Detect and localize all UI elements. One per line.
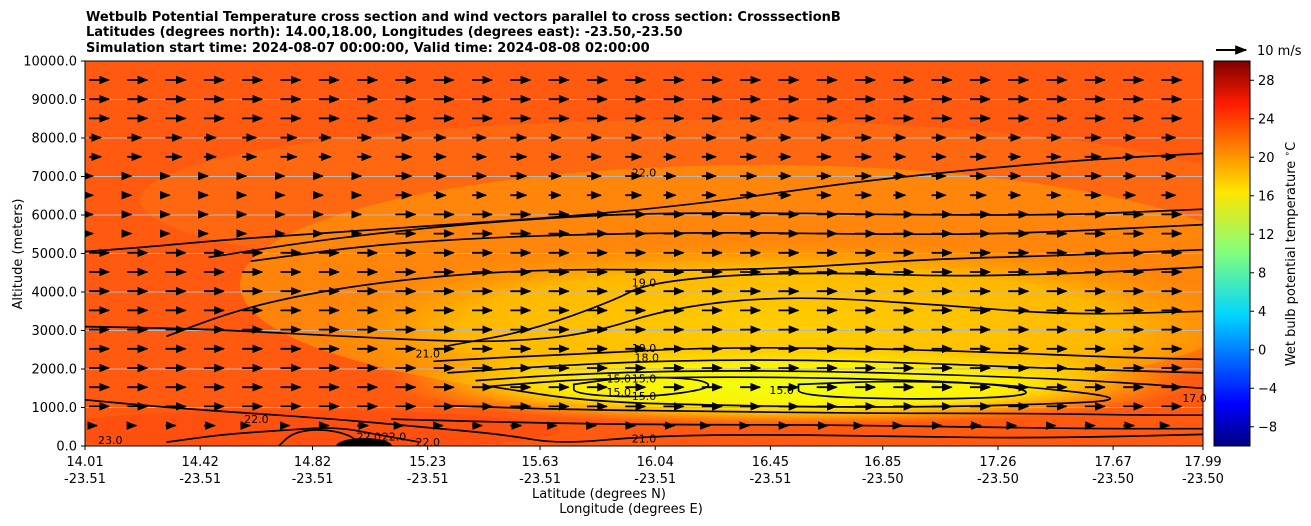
contour-line bbox=[433, 346, 1203, 363]
y-tick-label: 1000.0 bbox=[32, 401, 78, 416]
contour-line bbox=[447, 404, 1203, 417]
x-tick-label-lat: 14.42 bbox=[182, 455, 219, 470]
x-axis-label-longitude: Longitude (degrees E) bbox=[559, 502, 703, 517]
x-tick-label-lat: 15.63 bbox=[521, 455, 558, 470]
contour-label: 21.0 bbox=[415, 348, 440, 361]
title-line-2: Latitudes (degrees north): 14.00,18.00, … bbox=[86, 25, 683, 40]
contour-label: 22.0 bbox=[356, 430, 381, 443]
contour-label: 15.0 bbox=[606, 373, 631, 386]
contour-line bbox=[572, 376, 710, 398]
contour-line bbox=[250, 223, 1203, 263]
contour-line bbox=[447, 266, 1203, 347]
x-tick-label-lon: -23.51 bbox=[749, 472, 791, 487]
colorbar-tick-label: 16 bbox=[1258, 189, 1275, 204]
quiver-key: 10 m/s bbox=[1216, 44, 1302, 59]
x-tick-label-lat: 14.01 bbox=[66, 455, 103, 470]
x-tick-label-lat: 15.23 bbox=[409, 455, 446, 470]
colorbar-tick-label: −8 bbox=[1258, 420, 1277, 435]
quiver-key-label: 10 m/s bbox=[1257, 44, 1302, 59]
contour-label: 15.0 bbox=[632, 390, 657, 403]
x-tick-label-lat: 14.82 bbox=[294, 455, 331, 470]
x-tick-label-lat: 17.67 bbox=[1095, 455, 1132, 470]
colorbar-tick-label: 20 bbox=[1258, 151, 1275, 166]
contour-label: 15.0 bbox=[632, 373, 657, 386]
contour-lines bbox=[85, 152, 1203, 446]
y-axis: 0.0 1000.0 2000.0 3000.0 4000.0 5000.0 6000.0 7… bbox=[23, 55, 85, 455]
colorbar-tick-label: 8 bbox=[1258, 266, 1266, 281]
colorbar-tick-label: 12 bbox=[1258, 228, 1275, 243]
contour-label: 22.0 bbox=[415, 436, 440, 449]
contour-line bbox=[278, 429, 364, 446]
contour-label: 23.0 bbox=[98, 434, 123, 447]
x-axis: 14.01 -23.51 14.42 -23.51 14.82 -23.51 15.23 -2… bbox=[64, 446, 1224, 487]
wind-vectors bbox=[85, 75, 1183, 430]
contour-label: 21.0 bbox=[632, 432, 657, 445]
title-line-1: Wetbulb Potential Temperature cross sect… bbox=[86, 10, 841, 25]
contour-label: 17.0 bbox=[1182, 392, 1207, 405]
colorbar-tick-label: 24 bbox=[1258, 112, 1275, 127]
y-tick-label: 10000.0 bbox=[23, 55, 77, 70]
colorbar-label: Wet bulb potential temperature ∘C bbox=[1283, 142, 1299, 366]
contour-label: 19.0 bbox=[632, 276, 657, 289]
contour-label: 19.0 bbox=[632, 342, 657, 355]
contour-label: 22.0 bbox=[632, 167, 657, 180]
y-tick-label: 6000.0 bbox=[32, 209, 78, 224]
y-tick-label: 9000.0 bbox=[32, 93, 78, 108]
x-tick-label-lon: -23.51 bbox=[179, 472, 221, 487]
contour-label: 18.0 bbox=[635, 351, 660, 364]
contour-label: 22.0 bbox=[244, 413, 269, 426]
title-line-3: Simulation start time: 2024-08-07 00:00:… bbox=[86, 41, 650, 56]
contour-labels: 22.019.019.018.021.015.0 15.015.0 15.0 15.0… bbox=[98, 167, 1207, 450]
plot-area: 22.019.019.018.021.015.0 15.015.0 15.0 15.0… bbox=[84, 60, 1207, 450]
colorbar: −8 −4 0 4 8 12 16 20 24 28 Wet bulb potential tem… bbox=[1213, 60, 1299, 447]
x-tick-label-lat: 17.99 bbox=[1184, 455, 1221, 470]
colorbar-tick-label: 28 bbox=[1258, 74, 1275, 89]
chart-title: Wetbulb Potential Temperature cross sect… bbox=[86, 10, 841, 56]
y-axis-label: Altitude (meters) bbox=[11, 199, 26, 310]
x-tick-label-lon: -23.51 bbox=[407, 472, 449, 487]
colorbar-tick-label: −4 bbox=[1258, 382, 1277, 397]
y-tick-label: 3000.0 bbox=[32, 324, 78, 339]
y-tick-label: 7000.0 bbox=[32, 170, 78, 185]
x-tick-label-lon: -23.51 bbox=[519, 472, 561, 487]
x-tick-label-lon: -23.50 bbox=[1182, 472, 1224, 487]
contour-line bbox=[85, 297, 1203, 343]
contour-line bbox=[447, 359, 1203, 374]
colorbar-ticks: −8 −4 0 4 8 12 16 20 24 28 bbox=[1250, 74, 1277, 435]
contour-line bbox=[166, 427, 420, 443]
x-tick-label-lat: 16.45 bbox=[752, 455, 789, 470]
contour-line bbox=[85, 398, 1203, 443]
y-tick-label: 0.0 bbox=[56, 440, 77, 455]
y-tick-label: 5000.0 bbox=[32, 247, 78, 262]
x-axis-label-latitude: Latitude (degrees N) bbox=[532, 487, 666, 502]
x-tick-label-lon: -23.51 bbox=[64, 472, 106, 487]
x-tick-label-lon: -23.50 bbox=[862, 472, 904, 487]
y-tick-label: 2000.0 bbox=[32, 363, 78, 378]
x-tick-label-lon: -23.50 bbox=[1092, 472, 1134, 487]
colorbar-tick-label: 4 bbox=[1258, 305, 1266, 320]
contour-label: 22.0 bbox=[382, 430, 407, 443]
terrain-patch bbox=[336, 438, 392, 446]
contour-line bbox=[797, 380, 1027, 400]
x-tick-label-lat: 17.26 bbox=[979, 455, 1016, 470]
contour-line bbox=[208, 208, 1203, 259]
contour-line bbox=[475, 370, 1203, 390]
x-tick-label-lat: 16.04 bbox=[637, 455, 674, 470]
x-tick-label-lon: -23.51 bbox=[634, 472, 676, 487]
colorbar-gradient bbox=[1213, 60, 1251, 447]
contour-label: 15.0 bbox=[606, 386, 631, 399]
contour-label: 15.0 bbox=[769, 384, 794, 397]
y-tick-label: 4000.0 bbox=[32, 286, 78, 301]
contour-line bbox=[166, 248, 1203, 338]
y-tick-label: 8000.0 bbox=[32, 132, 78, 147]
x-tick-label-lon: -23.50 bbox=[977, 472, 1019, 487]
contour-line bbox=[391, 418, 1203, 430]
x-tick-label-lon: -23.51 bbox=[292, 472, 334, 487]
colorbar-tick-label: 0 bbox=[1258, 343, 1266, 358]
x-tick-label-lat: 16.85 bbox=[864, 455, 901, 470]
